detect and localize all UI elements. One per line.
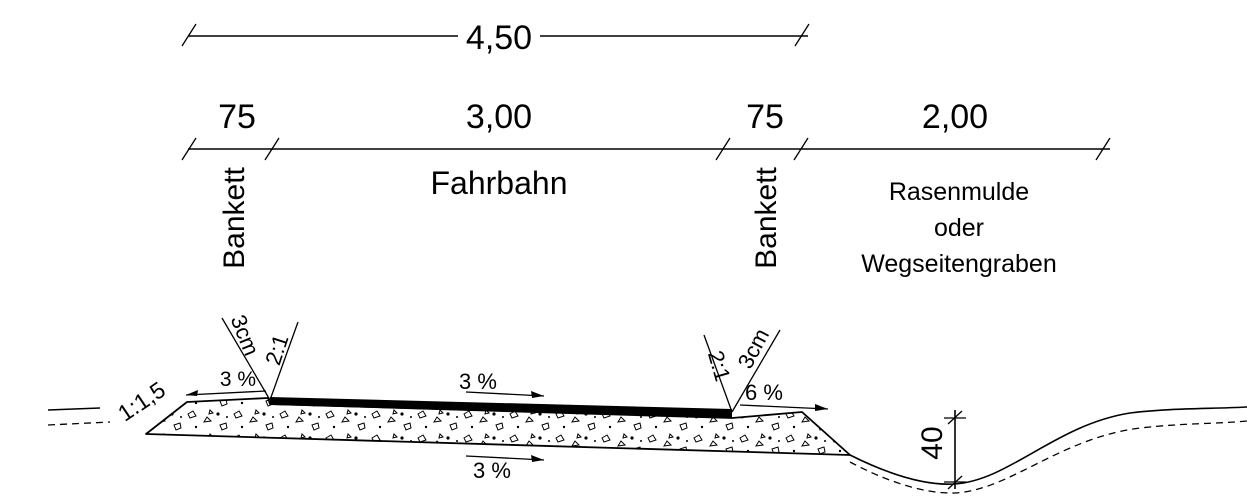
slope-bankett-right: 6 % xyxy=(739,380,829,411)
ditch-profile xyxy=(849,406,1247,494)
label-mulde-line1: Rasenmulde xyxy=(889,178,1029,206)
dimension-bankett-left: 75 xyxy=(218,98,256,136)
slope-outer-left-label: 1:1,5 xyxy=(113,376,170,426)
dimension-fahrbahn: 3,00 xyxy=(466,98,532,136)
dimension-depth: 40 xyxy=(916,410,966,490)
label-fahrbahn: Fahrbahn xyxy=(431,165,568,201)
edge-right-slope-label: 2:1 xyxy=(703,348,735,384)
dimension-total: 4,50 xyxy=(181,19,810,57)
slope-base: 3 % xyxy=(465,455,545,483)
label-bankett-left: Bankett xyxy=(218,166,251,268)
slope-bankett-right-label: 6 % xyxy=(745,380,783,405)
ground-left xyxy=(47,407,111,426)
asphalt-layer xyxy=(270,397,732,418)
dimension-total-label: 4,50 xyxy=(466,19,532,57)
label-mulde-line2: oder xyxy=(934,214,984,242)
slope-base-label: 3 % xyxy=(473,458,511,483)
thickness-right-label: 3cm xyxy=(733,324,775,372)
label-bankett-right: Bankett xyxy=(750,166,783,268)
dimension-chain: 75 3,00 75 2,00 xyxy=(181,98,1111,161)
dimension-depth-label: 40 xyxy=(916,426,949,459)
slope-bankett-left-label: 3 % xyxy=(220,368,256,391)
dimension-bankett-right: 75 xyxy=(746,98,784,136)
slope-bankett-left: 3 % xyxy=(185,368,267,396)
slope-fahrbahn: 3 % xyxy=(459,369,545,398)
dimension-mulde: 2,00 xyxy=(922,98,988,136)
edge-left-slope-label: 2:1 xyxy=(260,331,293,368)
slope-fahrbahn-label: 3 % xyxy=(459,369,497,394)
label-mulde-line3: Wegseitengraben xyxy=(861,250,1057,278)
